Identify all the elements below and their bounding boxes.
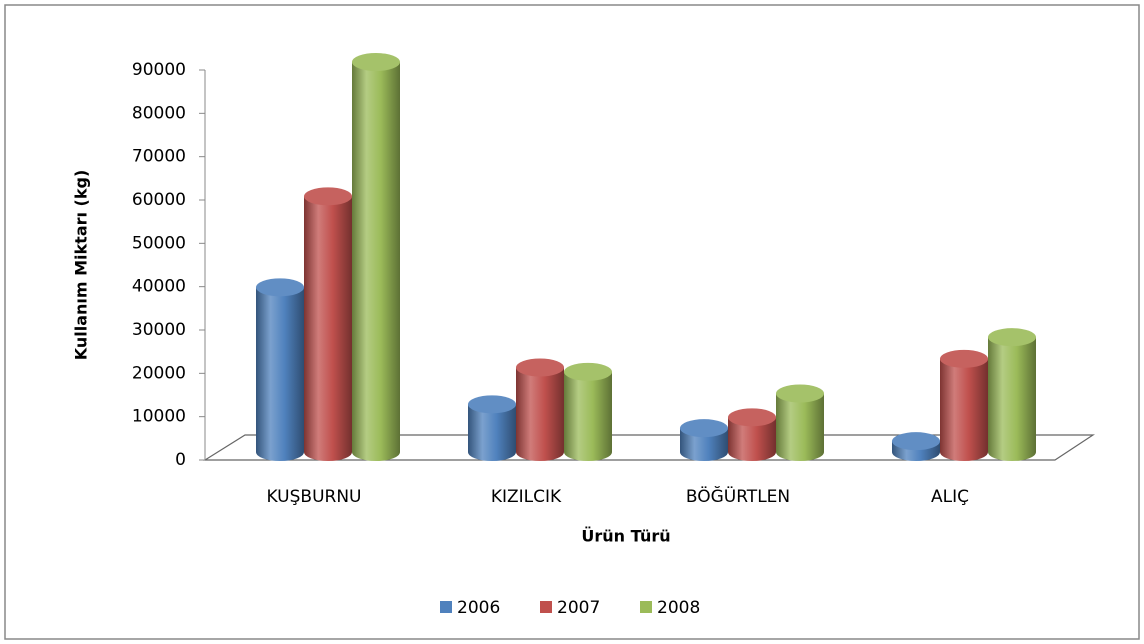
- legend-swatch: [640, 601, 652, 613]
- bar: [468, 395, 516, 461]
- legend-swatch: [540, 601, 552, 613]
- bar-top: [468, 395, 516, 414]
- bar: [256, 278, 304, 461]
- bar-top: [564, 362, 612, 381]
- bar: [940, 349, 988, 461]
- bar-top: [304, 187, 352, 206]
- bar-body: [940, 358, 988, 452]
- bar-body: [352, 62, 400, 452]
- x-tick-label: BÖĞÜRTLEN: [686, 485, 790, 507]
- bar-top: [256, 278, 304, 297]
- x-axis-title: Ürün Türü: [581, 527, 670, 546]
- bar: [988, 328, 1036, 461]
- bar-top: [728, 408, 776, 427]
- y-tick-label: 0: [175, 450, 186, 470]
- bar-body: [304, 196, 352, 452]
- bar: [728, 408, 776, 461]
- y-tick-label: 40000: [132, 277, 186, 297]
- x-tick-label: ALIÇ: [931, 487, 969, 507]
- bar-top: [516, 358, 564, 377]
- legend-label: 2007: [557, 598, 600, 618]
- legend-label: 2006: [457, 598, 500, 618]
- bar-body: [516, 367, 564, 452]
- bar-body: [776, 393, 824, 452]
- bar-top: [776, 384, 824, 403]
- bar-body: [256, 287, 304, 452]
- y-tick-label: 70000: [132, 147, 186, 167]
- y-tick-label: 60000: [132, 190, 186, 210]
- bar-top: [940, 349, 988, 368]
- bar-body: [564, 371, 612, 452]
- bar: [892, 432, 940, 461]
- bar-body: [988, 337, 1036, 452]
- y-tick-label: 10000: [132, 407, 186, 427]
- bar: [516, 358, 564, 461]
- bar: [564, 362, 612, 461]
- y-tick-label: 90000: [132, 60, 186, 80]
- y-tick-label: 20000: [132, 363, 186, 383]
- bar: [304, 187, 352, 461]
- x-tick-label: KUŞBURNU: [266, 487, 361, 507]
- bar-top: [988, 328, 1036, 347]
- floor: [202, 434, 1096, 461]
- bar: [680, 419, 728, 461]
- bar: [352, 53, 400, 461]
- chart-frame: [4, 4, 1140, 640]
- bar: [776, 384, 824, 461]
- legend-swatch: [440, 601, 452, 613]
- bar-top: [352, 53, 400, 71]
- y-tick-label: 50000: [132, 233, 186, 253]
- y-axis-title: Kullanım Miktarı (kg): [72, 170, 91, 361]
- x-tick-label: KIZILCIK: [491, 487, 562, 507]
- y-tick-label: 80000: [132, 103, 186, 123]
- bar-top: [680, 419, 728, 438]
- bar-top: [892, 432, 940, 451]
- legend-label: 2008: [657, 598, 700, 618]
- y-tick-label: 30000: [132, 320, 186, 340]
